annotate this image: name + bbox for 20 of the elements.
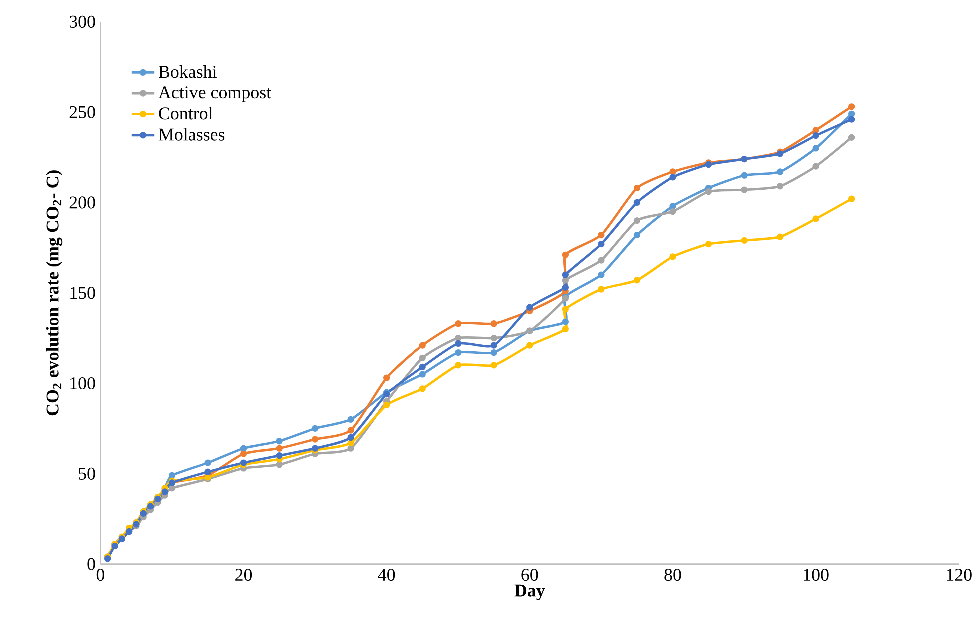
y-axis-title: CO$_{2}$ evolution rate (mg CO$_{2}$- C) bbox=[46, 170, 63, 416]
x-tick-label: 80 bbox=[664, 568, 682, 582]
x-tick-label: 120 bbox=[947, 568, 972, 582]
y-tick-label: 100 bbox=[70, 377, 96, 390]
x-tick-label: 20 bbox=[236, 568, 252, 582]
y-tick-label: 150 bbox=[70, 287, 96, 300]
legend-label: Molasses bbox=[158, 128, 225, 141]
x-tick-label: 40 bbox=[378, 568, 396, 582]
y-tick-label: 200 bbox=[70, 196, 96, 209]
x-tick-label: 60 bbox=[522, 568, 538, 582]
x-tick-label: 100 bbox=[804, 568, 829, 582]
y-tick-label: 50 bbox=[79, 468, 96, 480]
y-tick-label: 300 bbox=[70, 16, 96, 28]
y-tick-label: 250 bbox=[70, 106, 96, 118]
legend-label: Bokashi bbox=[158, 65, 217, 78]
legend-label: Control bbox=[159, 107, 213, 120]
y-tick-label: 0 bbox=[88, 558, 96, 570]
legend-label: Active compost bbox=[158, 86, 272, 102]
x-tick-label: 0 bbox=[96, 568, 105, 582]
x-axis-title: Day bbox=[514, 584, 546, 601]
